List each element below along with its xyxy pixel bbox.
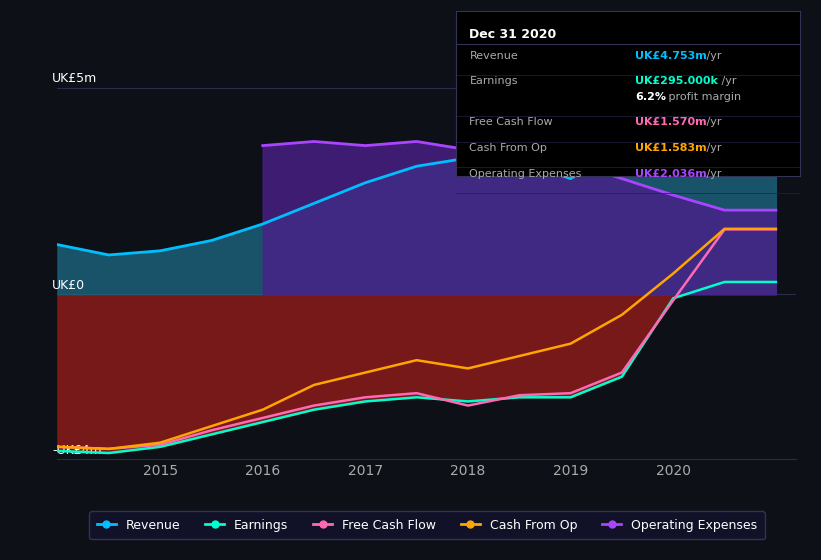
Text: Operating Expenses: Operating Expenses (470, 169, 582, 179)
Text: UK£4.753m: UK£4.753m (635, 51, 707, 61)
Text: Earnings: Earnings (470, 77, 518, 86)
Text: -UK£4m: -UK£4m (53, 444, 102, 457)
Text: /yr: /yr (704, 51, 722, 61)
Text: Cash From Op: Cash From Op (470, 143, 548, 153)
Text: UK£1.583m: UK£1.583m (635, 143, 707, 153)
Text: Dec 31 2020: Dec 31 2020 (470, 28, 557, 41)
Text: UK£0: UK£0 (53, 279, 85, 292)
Legend: Revenue, Earnings, Free Cash Flow, Cash From Op, Operating Expenses: Revenue, Earnings, Free Cash Flow, Cash … (89, 511, 764, 539)
Text: UK£295.000k: UK£295.000k (635, 77, 718, 86)
Text: 6.2%: 6.2% (635, 92, 666, 102)
Text: profit margin: profit margin (665, 92, 741, 102)
Text: Revenue: Revenue (470, 51, 518, 61)
Text: /yr: /yr (704, 169, 722, 179)
Text: /yr: /yr (718, 77, 737, 86)
Text: Free Cash Flow: Free Cash Flow (470, 118, 553, 128)
Text: UK£1.570m: UK£1.570m (635, 118, 707, 128)
Text: /yr: /yr (704, 118, 722, 128)
Text: UK£2.036m: UK£2.036m (635, 169, 707, 179)
Text: UK£5m: UK£5m (53, 72, 98, 85)
Text: /yr: /yr (704, 143, 722, 153)
